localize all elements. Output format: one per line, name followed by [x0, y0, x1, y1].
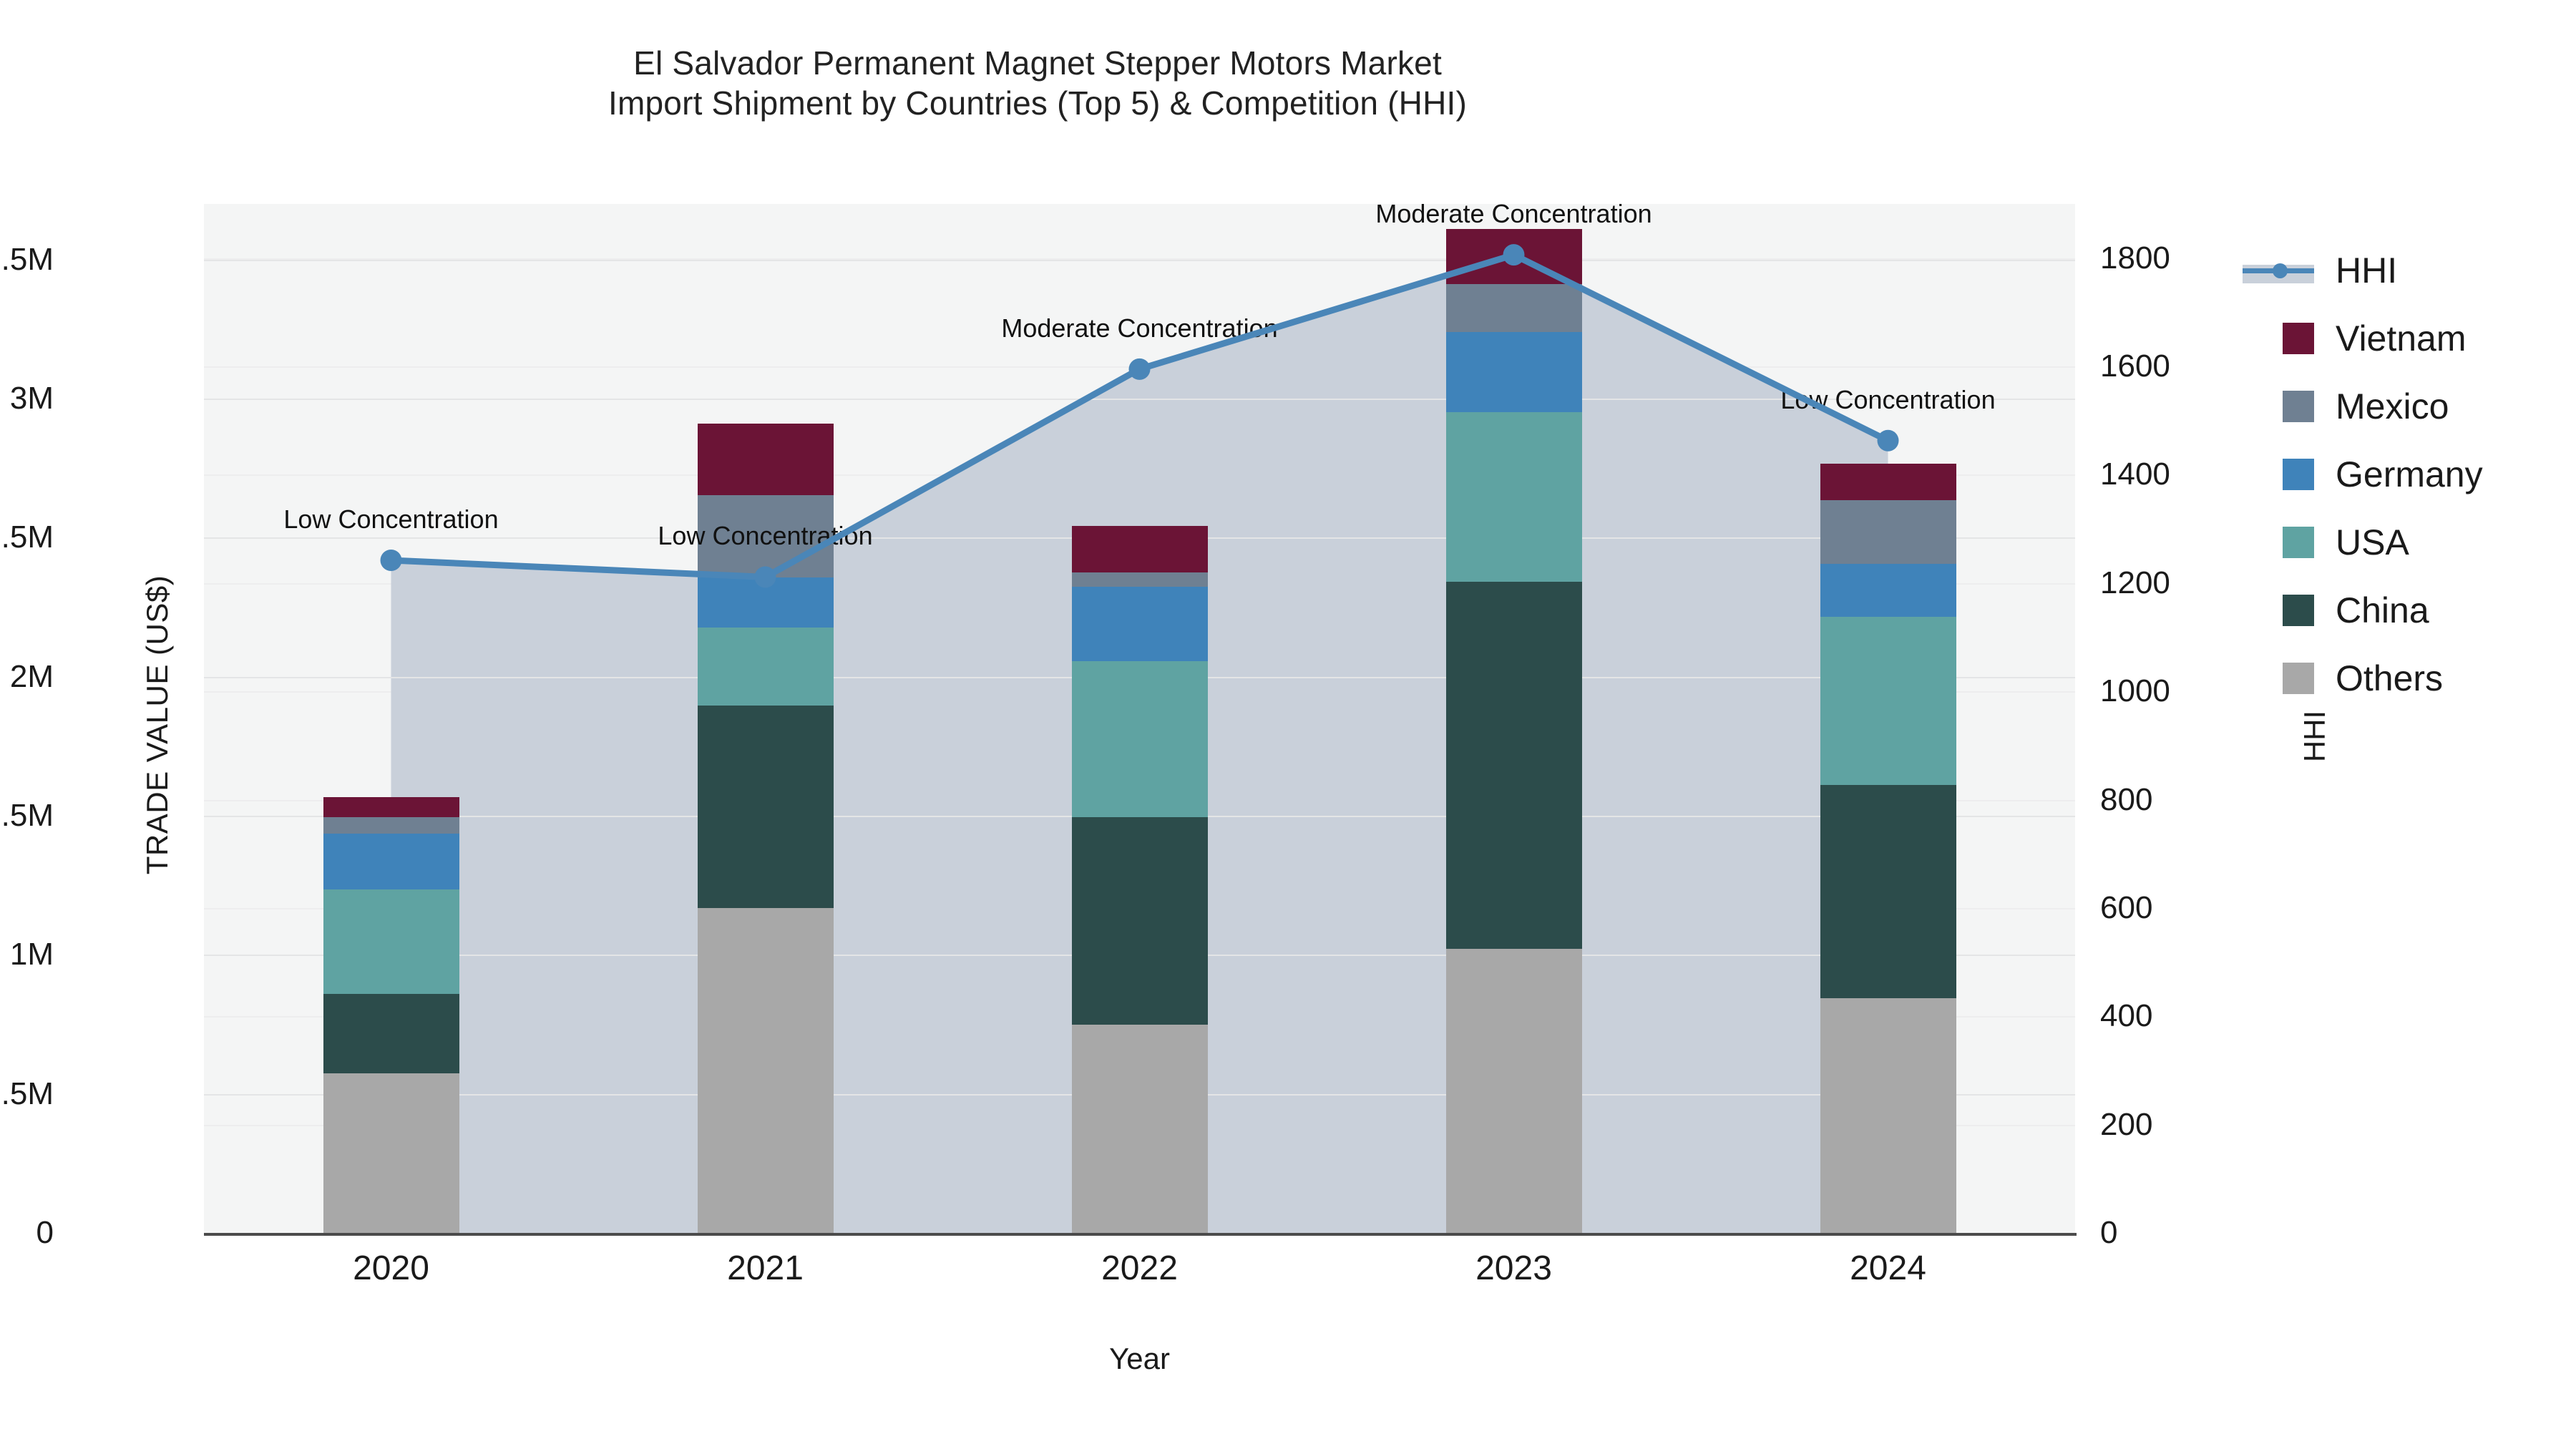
legend-color-swatch [2283, 322, 2314, 354]
bar-group-2020[interactable] [323, 0, 459, 1233]
y-axis-left-tick-label: 0 [36, 1215, 54, 1250]
legend-color-swatch [2283, 526, 2314, 558]
legend-color-swatch [2283, 390, 2314, 422]
bar-segment-vietnam[interactable] [697, 424, 834, 495]
y-axis-left-tick-label: 3M [9, 381, 54, 416]
bar-segment-germany[interactable] [323, 833, 459, 890]
chart-title-line-2: Import Shipment by Countries (Top 5) & C… [608, 84, 1467, 122]
x-axis-tick-label-2023: 2023 [1475, 1249, 1552, 1287]
x-axis-line [204, 1233, 2077, 1236]
x-axis-tick-label-2021: 2021 [727, 1249, 804, 1287]
y-axis-right-tick-label: 400 [2100, 998, 2153, 1034]
bar-segment-china[interactable] [697, 706, 834, 909]
bar-segment-vietnam[interactable] [323, 796, 459, 817]
legend-item-label: USA [2336, 522, 2409, 562]
y-axis-left-title: TRADE VALUE (US$) [140, 575, 174, 874]
bar-segment-others[interactable] [1071, 1025, 1208, 1233]
legend-item-label: Mexico [2336, 386, 2449, 426]
legend-line-swatch [2243, 255, 2314, 286]
legend-line-marker-icon [2273, 263, 2288, 278]
bar-segment-vietnam[interactable] [1071, 525, 1208, 572]
y-axis-right-tick-label: 1200 [2100, 565, 2170, 600]
bar-group-2023[interactable] [1445, 0, 1582, 1233]
legend-color-swatch [2283, 662, 2314, 694]
y-axis-left-tick-label: 1M [9, 937, 54, 972]
legend-item-label: China [2336, 590, 2429, 630]
concentration-annotation: Low Concentration [658, 521, 873, 551]
y-axis-left-tick-label: 0.5M [0, 1075, 54, 1111]
bar-segment-others[interactable] [1445, 948, 1582, 1233]
bar-segment-usa[interactable] [1071, 660, 1208, 817]
bar-segment-germany[interactable] [1820, 564, 1956, 618]
legend-item-hhi[interactable]: HHI [2243, 236, 2569, 304]
x-axis-tick-label-2024: 2024 [1850, 1249, 1926, 1287]
concentration-annotation: Moderate Concentration [1375, 199, 1652, 229]
y-axis-left-tick-label: 1.5M [0, 798, 54, 834]
bar-segment-china[interactable] [323, 993, 459, 1073]
y-axis-right-tick-label: 1400 [2100, 457, 2170, 492]
x-axis-tick-label-2020: 2020 [353, 1249, 429, 1287]
legend-item-germany[interactable]: Germany [2283, 440, 2569, 508]
bar-segment-vietnam[interactable] [1820, 464, 1956, 500]
bar-group-2021[interactable] [697, 0, 834, 1233]
bar-segment-usa[interactable] [1820, 617, 1956, 786]
y-axis-left-tick-label: 2M [9, 658, 54, 694]
bar-segment-germany[interactable] [697, 577, 834, 628]
chart-legend: HHI Vietnam Mexico Germany USA China Others [2243, 236, 2569, 712]
bar-segment-china[interactable] [1820, 785, 1956, 998]
y-axis-left-tick-label: 3.5M [0, 241, 54, 277]
bar-segment-germany[interactable] [1071, 587, 1208, 661]
chart-title-line-1: El Salvador Permanent Magnet Stepper Mot… [633, 44, 1442, 82]
y-axis-right-tick-label: 0 [2100, 1215, 2118, 1250]
legend-color-swatch [2283, 594, 2314, 626]
bar-segment-others[interactable] [697, 908, 834, 1233]
bar-segment-germany[interactable] [1445, 331, 1582, 413]
bar-segment-mexico[interactable] [1071, 572, 1208, 587]
bar-segment-mexico[interactable] [1820, 499, 1956, 565]
legend-color-swatch [2283, 458, 2314, 490]
bar-segment-mexico[interactable] [323, 816, 459, 834]
legend-item-china[interactable]: China [2283, 576, 2569, 644]
y-axis-right-tick-label: 1000 [2100, 673, 2170, 709]
legend-item-label: Germany [2336, 454, 2483, 494]
x-axis-title: Year [1109, 1342, 1170, 1375]
bar-segment-china[interactable] [1071, 816, 1208, 1025]
bar-segment-china[interactable] [1445, 581, 1582, 949]
bar-segment-usa[interactable] [323, 889, 459, 994]
legend-item-mexico[interactable]: Mexico [2283, 372, 2569, 440]
legend-item-label: HHI [2336, 250, 2398, 291]
y-axis-right-tick-label: 800 [2100, 781, 2153, 817]
legend-item-label: Others [2336, 658, 2444, 698]
legend-item-vietnam[interactable]: Vietnam [2283, 304, 2569, 372]
y-axis-left-tick-label: 2.5M [0, 519, 54, 555]
bar-segment-others[interactable] [323, 1073, 459, 1233]
bar-segment-usa[interactable] [1445, 412, 1582, 582]
y-axis-right-tick-label: 600 [2100, 889, 2153, 925]
x-axis-tick-label-2022: 2022 [1101, 1249, 1178, 1287]
y-axis-right-tick-label: 1600 [2100, 348, 2170, 384]
y-axis-right-tick-label: 200 [2100, 1106, 2153, 1142]
legend-item-others[interactable]: Others [2283, 644, 2569, 712]
legend-item-usa[interactable]: USA [2283, 508, 2569, 576]
concentration-annotation: Moderate Concentration [1001, 313, 1278, 343]
chart-title: El Salvador Permanent Magnet Stepper Mot… [0, 43, 2075, 123]
bar-group-2024[interactable] [1820, 0, 1956, 1233]
y-axis-right-tick-label: 1800 [2100, 240, 2170, 275]
bar-group-2022[interactable] [1071, 0, 1208, 1233]
concentration-annotation: Low Concentration [283, 504, 499, 534]
bar-segment-vietnam[interactable] [1445, 228, 1582, 285]
bar-segment-usa[interactable] [697, 628, 834, 706]
concentration-annotation: Low Concentration [1780, 384, 1996, 414]
legend-item-label: Vietnam [2336, 318, 2467, 358]
bar-segment-others[interactable] [1820, 997, 1956, 1233]
bar-segment-mexico[interactable] [1445, 284, 1582, 332]
